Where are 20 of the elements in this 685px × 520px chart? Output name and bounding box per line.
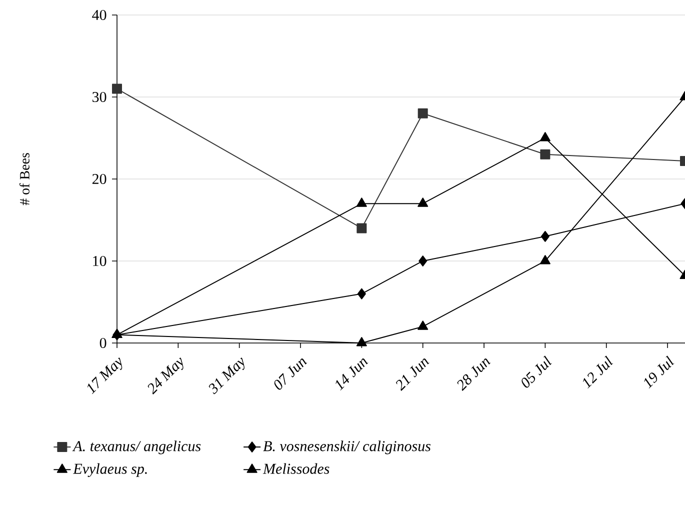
y-tick-label: 20 xyxy=(92,174,106,184)
x-tick-label: 05 Jul xyxy=(522,356,552,388)
x-tick-label: 24 May xyxy=(148,358,184,394)
y-tick-label: 40 xyxy=(92,10,106,20)
x-tick-label: 17 May xyxy=(87,358,122,394)
x-tick-label: 12 Jul xyxy=(583,356,614,389)
legend-label: Melissodes xyxy=(262,463,330,474)
y-tick-label: 30 xyxy=(92,92,106,102)
y-tick-label: 10 xyxy=(93,256,106,266)
x-tick-label: 21 Jun xyxy=(396,358,430,391)
legend-label: A. texanus/ angelicus xyxy=(72,440,201,454)
x-tick-label: 14 Jun xyxy=(336,358,368,391)
y-tick-label: 0 xyxy=(100,338,106,348)
x-tick-label: 31 May xyxy=(208,358,244,394)
x-tick-label: 07 Jun xyxy=(274,358,308,390)
legend-label: B. vosnesenskii/ caliginosus xyxy=(263,440,431,454)
y-axis-title: # of Bees xyxy=(19,153,30,206)
x-tick-label: 19 Jul xyxy=(644,356,674,389)
x-tick-label: 28 Jun xyxy=(457,358,491,391)
legend-label: Evylaeus sp. xyxy=(72,463,147,477)
